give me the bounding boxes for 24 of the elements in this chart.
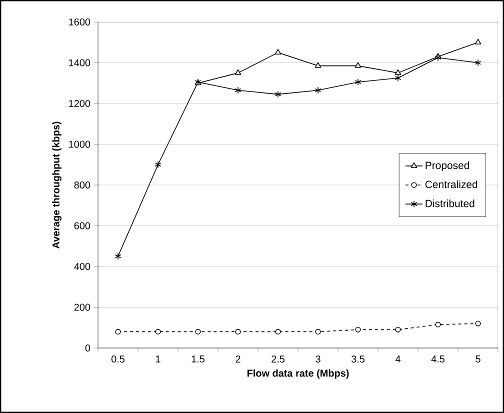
- y-tick-label: 800: [74, 181, 90, 189]
- y-tick-label: 1200: [69, 100, 90, 108]
- x-tick-label: 1.5: [192, 356, 205, 362]
- x-tick-label: 5: [476, 356, 480, 362]
- y-tick-label: 200: [74, 304, 90, 311]
- y-tick-label: 1000: [69, 140, 90, 148]
- y-tick-label: 600: [74, 222, 90, 230]
- x-tick-label: 3: [316, 356, 320, 363]
- x-tick-label: 3.5: [351, 356, 365, 363]
- x-tick-label: 2.5: [272, 356, 285, 363]
- y-tick-label: 1400: [69, 59, 90, 66]
- legend-label: Proposed: [426, 161, 470, 172]
- x-tick-label: 0.5: [111, 356, 125, 363]
- x-tick-label: 4.5: [431, 356, 445, 362]
- y-tick-label: 400: [74, 262, 90, 270]
- y-axis-title: Average throughput (kbps): [52, 122, 62, 248]
- x-tick-label: 2: [236, 356, 240, 362]
- y-tick-label: 1600: [69, 18, 90, 26]
- x-tick-label: 4: [395, 356, 400, 362]
- legend-label: Centralized: [425, 180, 478, 188]
- x-axis-title: Flow data rate (Mbps): [247, 369, 349, 379]
- legend-label: Distributed: [426, 200, 474, 208]
- y-tick-label: 0: [85, 344, 90, 352]
- x-tick-label: 1: [156, 356, 160, 362]
